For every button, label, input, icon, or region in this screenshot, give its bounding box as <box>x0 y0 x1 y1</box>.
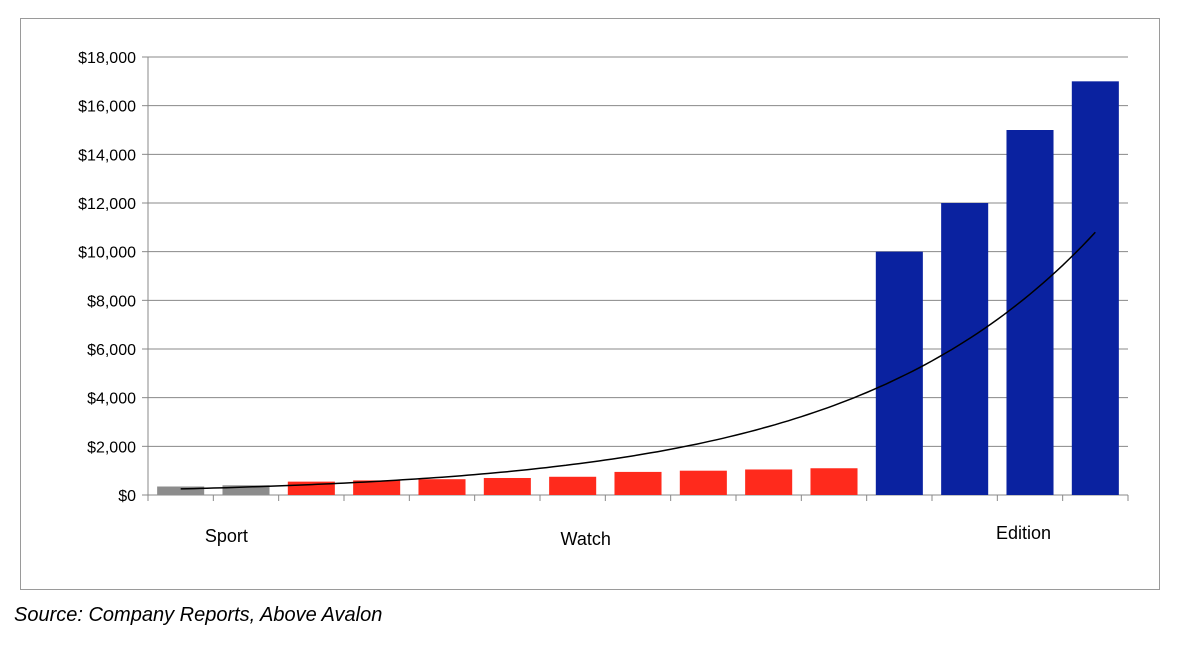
bar-edition <box>1006 130 1054 495</box>
y-tick-label: $8,000 <box>87 293 136 310</box>
y-tick-label: $2,000 <box>87 439 136 456</box>
y-tick-label: $4,000 <box>87 391 136 408</box>
labels: $0 $2,000 $4,000 $6,000 $8,000 $10,000 $12,000… <box>78 50 1051 549</box>
bar-edition <box>1071 81 1119 495</box>
bars <box>157 81 1119 495</box>
exponential-trendline <box>180 231 1096 490</box>
bar-watch <box>483 477 531 495</box>
source-note: Source: Company Reports, Above Avalon <box>14 604 383 626</box>
y-tick-label: $18,000 <box>78 50 136 67</box>
bar-sport <box>157 486 205 495</box>
group-label-watch: Watch <box>561 529 611 549</box>
bar-edition <box>875 251 923 495</box>
bar-watch <box>810 468 858 495</box>
y-tick-label: $0 <box>118 488 136 505</box>
price-bar-chart: $0 $2,000 $4,000 $6,000 $8,000 $10,000 $12,000… <box>78 50 1129 549</box>
y-tick-label: $12,000 <box>78 196 136 213</box>
bar-watch <box>418 479 466 495</box>
bar-sport <box>222 485 270 495</box>
y-tick-label: $10,000 <box>78 245 136 262</box>
group-label-edition: Edition <box>996 523 1051 543</box>
bar-edition <box>941 203 989 495</box>
y-tick-label: $6,000 <box>87 342 136 359</box>
y-tick-label: $14,000 <box>78 147 136 164</box>
bar-watch <box>745 469 793 495</box>
group-label-sport: Sport <box>205 526 248 546</box>
bar-watch <box>614 471 662 495</box>
trendline <box>180 231 1096 490</box>
bar-watch <box>353 480 401 495</box>
y-tick-label: $16,000 <box>78 99 136 116</box>
bar-watch <box>679 470 727 495</box>
bar-watch <box>549 476 597 495</box>
